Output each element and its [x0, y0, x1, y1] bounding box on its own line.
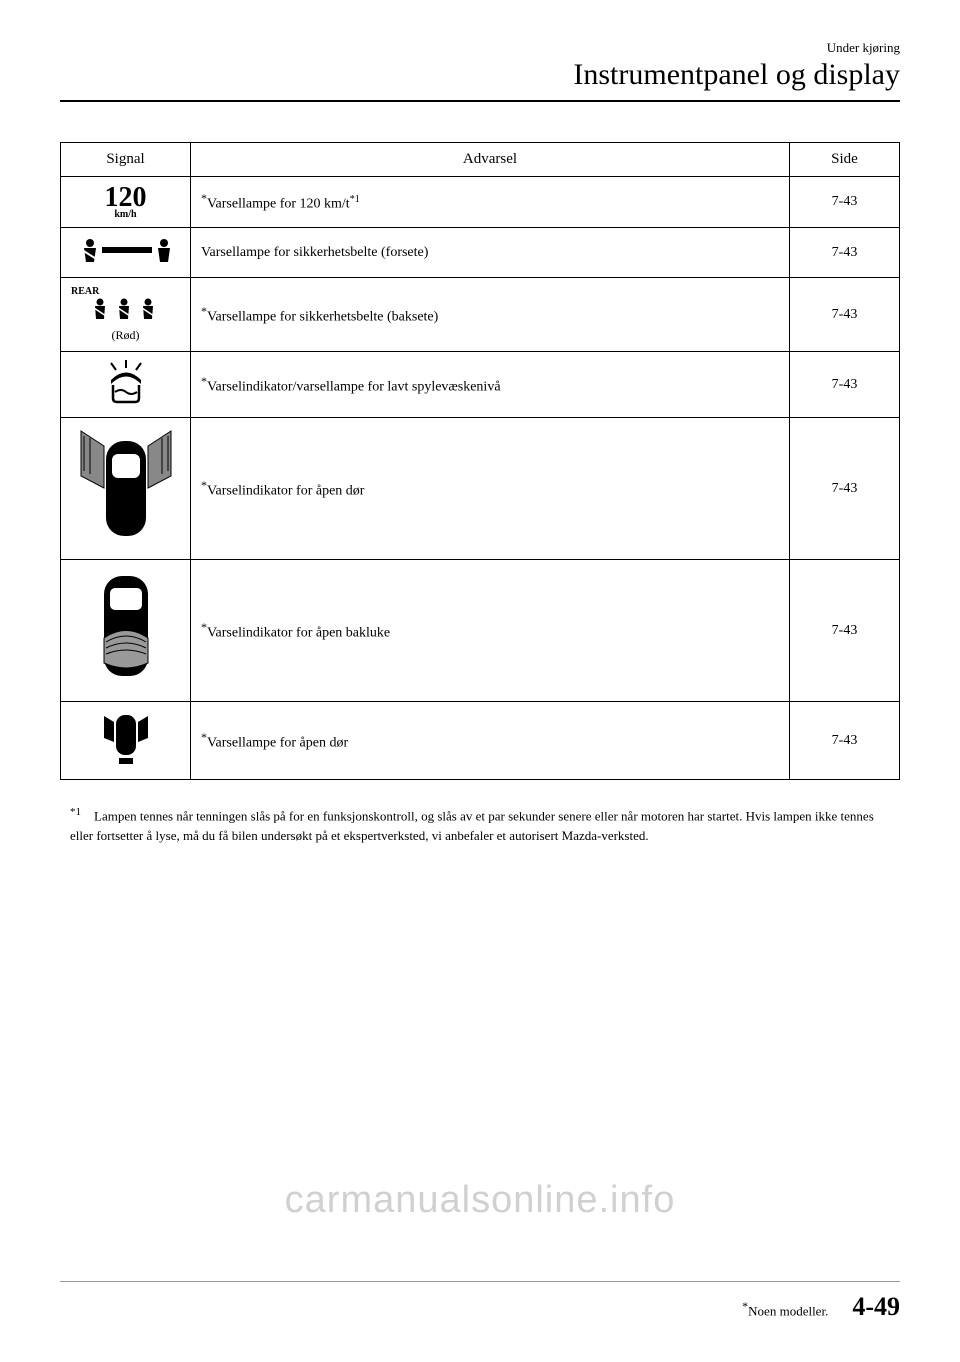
rear-label: REAR: [71, 286, 180, 297]
page-header: Under kjøring Instrumentpanel og display: [60, 40, 900, 102]
table-row: REAR (Rød) *Varsellampe for sikkerhetsbe…: [61, 278, 900, 352]
advarsel-text: Varsellampe for sikkerhetsbelte (forsete…: [201, 245, 428, 260]
table-row: Varsellampe for sikkerhetsbelte (forsete…: [61, 228, 900, 278]
signal-icon-liftgate: [61, 560, 191, 702]
table-row: *Varselindikator for åpen bakluke 7-43: [61, 560, 900, 702]
advarsel-text: Varselindikator/varsellampe for lavt spy…: [207, 380, 501, 395]
col-header-advarsel: Advarsel: [191, 143, 790, 177]
washer-fluid-icon: [101, 360, 151, 404]
advarsel-text: Varsellampe for sikkerhetsbelte (baksete…: [207, 310, 438, 325]
side-cell: 7-43: [790, 560, 900, 702]
col-header-side: Side: [790, 143, 900, 177]
advarsel-cell: *Varsellampe for 120 km/t*1: [191, 177, 790, 228]
door-ajar-icon: [101, 710, 151, 766]
advarsel-cell: *Varselindikator for åpen dør: [191, 418, 790, 560]
footer-note: *Noen modeller.: [742, 1299, 828, 1319]
icon-sub-text: km/h: [71, 210, 180, 219]
red-label: (Rød): [71, 328, 180, 343]
advarsel-text: Varsellampe for 120 km/t: [207, 197, 350, 212]
liftgate-open-icon: [86, 568, 166, 688]
advarsel-cell: *Varselindikator/varsellampe for lavt sp…: [191, 352, 790, 418]
advarsel-text: Varselindikator for åpen dør: [207, 484, 364, 499]
side-cell: 7-43: [790, 352, 900, 418]
speed-120-icon: 120 km/h: [71, 185, 180, 219]
footer-note-text: Noen modeller.: [748, 1303, 828, 1318]
page-footer: *Noen modeller. 4-49: [60, 1281, 900, 1322]
signal-icon-door-open: [61, 418, 191, 560]
advarsel-cell: Varsellampe for sikkerhetsbelte (forsete…: [191, 228, 790, 278]
side-cell: 7-43: [790, 418, 900, 560]
footnote: *1 Lampen tennes når tenningen slås på f…: [60, 800, 900, 849]
signal-icon-door-ajar: [61, 702, 191, 780]
door-open-icon: [76, 426, 176, 546]
header-category: Under kjøring: [60, 40, 900, 56]
seatbelt-rear-icon: [86, 297, 166, 323]
header-title: Instrumentpanel og display: [60, 58, 900, 92]
page-number: 4-49: [852, 1292, 900, 1322]
side-cell: 7-43: [790, 228, 900, 278]
watermark: carmanualsonline.info: [285, 1179, 676, 1222]
footnote-text: Lampen tennes når tenningen slås på for …: [70, 809, 874, 844]
signal-icon-120: 120 km/h: [61, 177, 191, 228]
col-header-signal: Signal: [61, 143, 191, 177]
signal-icon-seatbelt-rear: REAR (Rød): [61, 278, 191, 352]
table-row: 120 km/h *Varsellampe for 120 km/t*1 7-4…: [61, 177, 900, 228]
table-header-row: Signal Advarsel Side: [61, 143, 900, 177]
advarsel-text: Varsellampe for åpen dør: [207, 736, 348, 751]
side-cell: 7-43: [790, 702, 900, 780]
footnote-marker: *1: [70, 806, 81, 818]
signal-icon-washer: [61, 352, 191, 418]
advarsel-cell: *Varsellampe for sikkerhetsbelte (bakset…: [191, 278, 790, 352]
side-cell: 7-43: [790, 177, 900, 228]
signal-icon-seatbelt-front: [61, 228, 191, 278]
advarsel-cell: *Varselindikator for åpen bakluke: [191, 560, 790, 702]
table-row: *Varsellampe for åpen dør 7-43: [61, 702, 900, 780]
seatbelt-front-icon: [76, 236, 176, 264]
advarsel-cell: *Varsellampe for åpen dør: [191, 702, 790, 780]
table-row: *Varselindikator for åpen dør 7-43: [61, 418, 900, 560]
warning-table: Signal Advarsel Side 120 km/h *Varsellam…: [60, 142, 900, 780]
table-row: *Varselindikator/varsellampe for lavt sp…: [61, 352, 900, 418]
advarsel-text: Varselindikator for åpen bakluke: [207, 626, 390, 641]
sup: *1: [350, 194, 360, 205]
side-cell: 7-43: [790, 278, 900, 352]
